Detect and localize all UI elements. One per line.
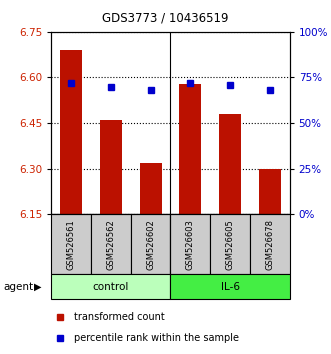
Bar — [140, 162, 162, 214]
Bar — [170, 214, 210, 274]
Text: agent: agent — [3, 282, 33, 292]
Bar — [210, 214, 250, 274]
Text: GSM526602: GSM526602 — [146, 219, 155, 270]
Bar — [131, 214, 170, 274]
Bar — [100, 120, 122, 214]
Bar — [219, 114, 241, 214]
Text: transformed count: transformed count — [74, 312, 165, 322]
Text: GDS3773 / 10436519: GDS3773 / 10436519 — [102, 11, 229, 24]
Text: GSM526678: GSM526678 — [265, 219, 274, 270]
Bar — [51, 274, 170, 299]
Text: GSM526603: GSM526603 — [186, 219, 195, 270]
Bar — [259, 169, 281, 214]
Text: IL-6: IL-6 — [220, 282, 240, 292]
Bar — [51, 214, 91, 274]
Bar — [250, 214, 290, 274]
Text: GSM526605: GSM526605 — [225, 219, 235, 270]
Text: ▶: ▶ — [34, 282, 42, 292]
Bar — [60, 50, 82, 214]
Text: percentile rank within the sample: percentile rank within the sample — [74, 332, 239, 343]
Bar — [179, 84, 201, 214]
Text: GSM526562: GSM526562 — [106, 219, 116, 270]
Text: GSM526561: GSM526561 — [67, 219, 76, 270]
Bar — [91, 214, 131, 274]
Text: control: control — [93, 282, 129, 292]
Bar — [170, 274, 290, 299]
